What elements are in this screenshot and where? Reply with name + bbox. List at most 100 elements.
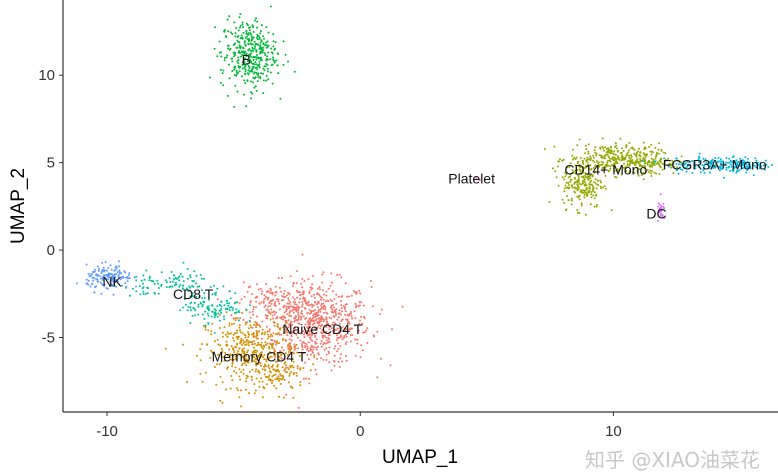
data-point bbox=[717, 156, 720, 159]
data-point bbox=[179, 283, 182, 286]
data-point bbox=[235, 69, 238, 72]
data-point bbox=[337, 347, 340, 350]
data-point bbox=[303, 336, 306, 338]
data-point bbox=[290, 339, 293, 342]
data-point bbox=[299, 294, 302, 297]
data-point bbox=[586, 156, 589, 159]
data-point bbox=[710, 163, 713, 166]
data-point bbox=[294, 308, 297, 311]
data-point bbox=[202, 300, 205, 303]
data-point bbox=[642, 141, 645, 144]
data-point bbox=[280, 356, 283, 359]
data-point bbox=[330, 327, 333, 330]
data-point bbox=[309, 321, 312, 324]
data-point bbox=[225, 340, 228, 343]
data-point bbox=[135, 279, 138, 282]
data-point bbox=[219, 309, 222, 312]
data-point bbox=[306, 301, 309, 304]
data-point bbox=[714, 157, 717, 159]
data-point bbox=[737, 161, 740, 163]
data-point bbox=[141, 287, 144, 290]
data-point bbox=[254, 342, 256, 345]
data-point bbox=[603, 185, 606, 188]
data-point bbox=[705, 161, 708, 164]
data-point bbox=[210, 315, 213, 318]
data-point bbox=[270, 333, 272, 336]
data-point bbox=[300, 310, 303, 313]
data-point bbox=[331, 330, 334, 332]
data-point bbox=[756, 166, 758, 169]
data-point bbox=[247, 327, 250, 330]
data-point bbox=[559, 158, 561, 161]
data-point bbox=[299, 318, 302, 321]
data-point bbox=[291, 323, 294, 326]
data-point bbox=[168, 286, 171, 289]
data-point bbox=[334, 322, 337, 325]
data-point bbox=[310, 344, 313, 347]
data-point bbox=[588, 191, 591, 194]
data-point bbox=[651, 165, 654, 168]
data-point bbox=[264, 314, 267, 317]
data-point bbox=[313, 293, 316, 296]
data-point bbox=[621, 147, 623, 150]
data-point bbox=[213, 316, 216, 319]
data-point bbox=[653, 171, 656, 174]
data-point bbox=[698, 157, 700, 160]
data-point bbox=[557, 160, 560, 163]
data-point bbox=[251, 340, 254, 343]
data-point bbox=[233, 351, 236, 354]
data-point bbox=[734, 162, 737, 165]
data-point bbox=[602, 186, 604, 189]
data-point bbox=[635, 155, 638, 158]
data-point bbox=[241, 311, 244, 314]
data-point bbox=[242, 31, 245, 34]
data-point bbox=[305, 343, 308, 346]
data-point bbox=[639, 163, 642, 166]
data-point bbox=[265, 325, 268, 328]
data-point bbox=[543, 148, 546, 151]
data-point bbox=[576, 211, 579, 214]
data-point bbox=[289, 364, 292, 367]
data-point bbox=[102, 279, 104, 281]
data-point bbox=[578, 182, 581, 185]
data-point bbox=[662, 205, 665, 208]
data-point bbox=[256, 33, 259, 36]
data-point bbox=[245, 32, 248, 35]
data-point bbox=[325, 326, 328, 328]
data-point bbox=[595, 193, 598, 196]
data-point bbox=[307, 358, 310, 361]
data-point bbox=[256, 38, 259, 41]
data-point bbox=[198, 295, 201, 298]
data-point bbox=[214, 26, 217, 29]
data-point bbox=[257, 43, 260, 46]
data-point bbox=[330, 304, 333, 307]
data-point bbox=[282, 295, 285, 298]
data-point bbox=[271, 314, 274, 317]
data-point bbox=[85, 282, 88, 285]
data-point bbox=[630, 147, 633, 150]
data-point bbox=[708, 162, 711, 165]
data-point bbox=[344, 310, 347, 313]
data-point bbox=[266, 376, 269, 379]
data-point bbox=[274, 360, 277, 363]
data-point bbox=[258, 380, 261, 383]
data-point bbox=[253, 47, 256, 50]
data-point bbox=[333, 329, 336, 332]
data-point bbox=[282, 306, 285, 309]
data-point bbox=[577, 175, 580, 178]
data-point bbox=[311, 340, 314, 342]
data-point bbox=[569, 180, 572, 183]
data-point bbox=[338, 309, 341, 312]
data-point bbox=[585, 194, 588, 197]
data-point bbox=[282, 40, 285, 43]
data-point bbox=[626, 163, 629, 166]
data-point bbox=[259, 30, 262, 33]
data-point bbox=[598, 164, 601, 167]
data-point bbox=[292, 373, 295, 376]
data-point bbox=[118, 270, 121, 273]
data-point bbox=[265, 291, 268, 293]
data-point bbox=[261, 51, 264, 54]
data-point bbox=[593, 205, 596, 208]
data-point bbox=[299, 381, 302, 384]
data-point bbox=[589, 155, 592, 158]
